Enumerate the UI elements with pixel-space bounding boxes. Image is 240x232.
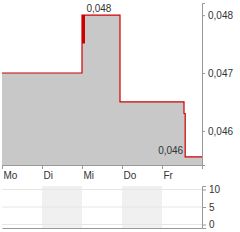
x-tick-label: Fr — [164, 170, 174, 181]
x-tick-label: Mo — [4, 170, 18, 181]
x-tick-mark — [122, 165, 123, 169]
volume-y-tick-mark — [202, 207, 206, 208]
volume-y-tick: 5 — [202, 202, 215, 213]
annotation: 0,046 — [158, 145, 183, 156]
volume-y-tick-mark — [202, 225, 206, 226]
annotation: 0,048 — [86, 3, 111, 14]
x-axis-line — [3, 166, 203, 170]
volume-y-tick-label: 5 — [209, 202, 215, 213]
volume-y-axis-line — [203, 187, 207, 229]
volume-x-axis — [3, 228, 203, 230]
x-tick-mark — [42, 165, 43, 169]
x-tick: Mo — [3, 165, 18, 181]
y-tick: 0,047 — [202, 68, 233, 79]
y-tick-label: 0,048 — [208, 10, 233, 21]
chart: Mo Di Mi Do Fr 0,046 0,047 0,048 0,048 0,046 0 5 10 — [0, 0, 240, 232]
y-tick: 0,046 — [202, 126, 233, 137]
x-tick: Mi — [83, 165, 95, 181]
x-tick-label: Di — [44, 170, 53, 181]
x-tick: Fr — [163, 165, 174, 181]
x-tick: Do — [123, 165, 137, 181]
x-tick-mark — [162, 165, 163, 169]
y-tick-mark — [202, 73, 205, 74]
volume-y-tick: 10 — [202, 184, 221, 195]
y-tick-label: 0,046 — [208, 126, 233, 137]
volume-y-tick: 0 — [202, 219, 215, 230]
y-tick-mark — [202, 131, 205, 132]
volume-y-tick-mark — [202, 190, 206, 191]
price-area — [2, 15, 202, 165]
grid-line — [2, 207, 202, 208]
grid-line — [2, 189, 202, 190]
x-tick-label: Mi — [84, 170, 95, 181]
volume-y-tick-label: 10 — [209, 184, 221, 195]
price-line — [2, 15, 202, 157]
grid-line — [2, 224, 202, 225]
x-axis: Mo Di Mi Do Fr — [3, 165, 203, 181]
y-tick-label: 0,047 — [208, 68, 233, 79]
x-tick-mark — [2, 165, 3, 169]
y-axis-line — [203, 4, 206, 166]
x-tick-label: Do — [124, 170, 137, 181]
plot-area — [2, 15, 202, 165]
y-tick: 0,048 — [202, 10, 233, 21]
volume-x-axis-line — [3, 228, 203, 229]
volume-y-tick-label: 0 — [209, 219, 215, 230]
y-axis: 0,046 0,047 0,048 — [202, 4, 233, 166]
x-tick-mark — [82, 165, 83, 169]
x-tick: Di — [43, 165, 53, 181]
volume-y-axis: 0 5 10 — [202, 184, 221, 230]
y-tick-mark — [202, 15, 205, 16]
